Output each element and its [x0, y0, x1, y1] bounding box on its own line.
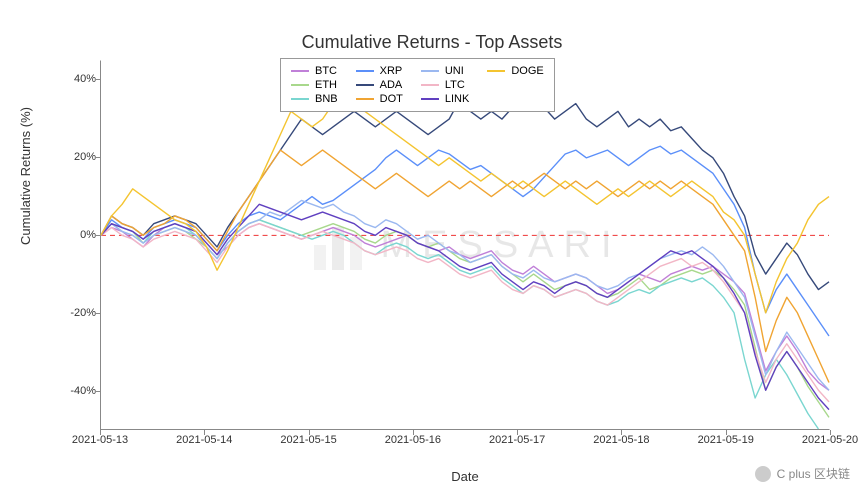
legend-label: ADA	[380, 79, 403, 91]
series-xrp	[101, 146, 829, 336]
x-tick-label: 2021-05-19	[698, 434, 754, 446]
legend-swatch	[356, 70, 374, 72]
series-btc	[101, 224, 829, 391]
series-dot	[101, 150, 829, 382]
x-tick-label: 2021-05-16	[385, 434, 441, 446]
y-axis-label: Cumulative Returns (%)	[18, 107, 33, 245]
x-tick-label: 2021-05-18	[593, 434, 649, 446]
x-tick-label: 2021-05-17	[489, 434, 545, 446]
plot-svg	[101, 61, 829, 429]
legend-swatch	[421, 84, 439, 86]
x-axis-label: Date	[100, 469, 830, 484]
legend-swatch	[421, 70, 439, 72]
y-tick-label: -20%	[56, 307, 96, 319]
wechat-icon	[755, 466, 771, 482]
legend-label: DOT	[380, 93, 403, 105]
footer-text: C plus 区块链	[777, 465, 850, 482]
legend-label: XRP	[380, 65, 403, 77]
legend-label: DOGE	[511, 65, 543, 77]
legend-item-xrp: XRP	[356, 65, 403, 77]
legend-item-dot: DOT	[356, 93, 403, 105]
legend-item-doge: DOGE	[487, 65, 543, 77]
y-tick-label: -40%	[56, 385, 96, 397]
series-eth	[101, 220, 829, 418]
legend-swatch	[421, 98, 439, 100]
x-tick-label: 2021-05-14	[176, 434, 232, 446]
legend-swatch	[291, 84, 309, 86]
x-tick-label: 2021-05-15	[280, 434, 336, 446]
legend-item-uni: UNI	[421, 65, 469, 77]
chart-title: Cumulative Returns - Top Assets	[0, 32, 864, 53]
x-tick-label: 2021-05-13	[72, 434, 128, 446]
legend-label: LTC	[445, 79, 465, 91]
legend-label: UNI	[445, 65, 464, 77]
legend-label: BTC	[315, 65, 337, 77]
legend: BTC ETH BNB XRP ADA DOT UNI LTC LINK DOGE	[280, 58, 555, 112]
legend-item-eth: ETH	[291, 79, 338, 91]
series-uni	[101, 200, 829, 390]
legend-swatch	[487, 70, 505, 72]
x-tick-label: 2021-05-20	[802, 434, 858, 446]
y-tick-label: 40%	[56, 73, 96, 85]
legend-item-ada: ADA	[356, 79, 403, 91]
legend-label: LINK	[445, 93, 469, 105]
legend-label: BNB	[315, 93, 338, 105]
series-doge	[101, 88, 829, 313]
legend-swatch	[291, 98, 309, 100]
legend-item-ltc: LTC	[421, 79, 469, 91]
chart-container: Cumulative Returns - Top Assets Cumulati…	[0, 0, 864, 504]
legend-swatch	[356, 84, 374, 86]
legend-label: ETH	[315, 79, 337, 91]
legend-item-link: LINK	[421, 93, 469, 105]
footer-attribution: C plus 区块链	[755, 465, 850, 482]
legend-swatch	[356, 98, 374, 100]
legend-item-bnb: BNB	[291, 93, 338, 105]
legend-item-btc: BTC	[291, 65, 338, 77]
y-tick-label: 0%	[56, 229, 96, 241]
legend-swatch	[291, 70, 309, 72]
plot-area	[100, 60, 830, 430]
y-tick-label: 20%	[56, 151, 96, 163]
